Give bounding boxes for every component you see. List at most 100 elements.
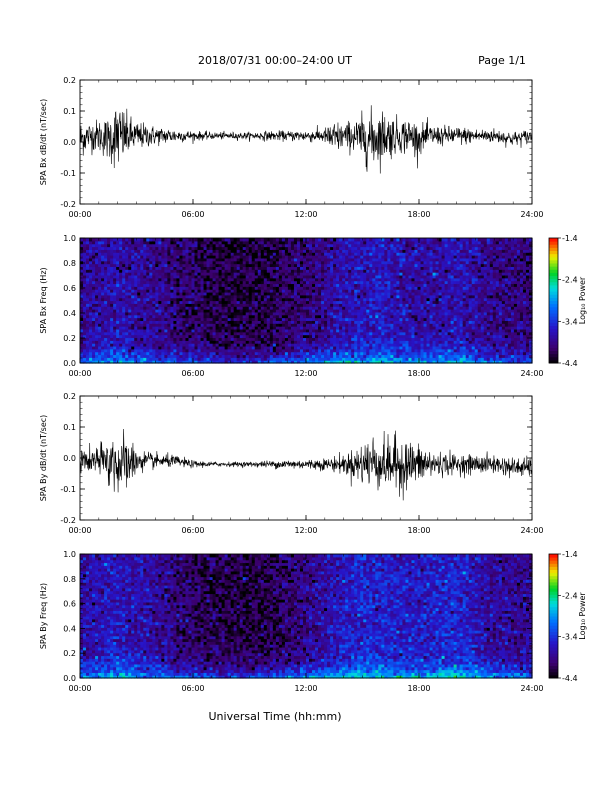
spectrogram-cell: [104, 286, 108, 290]
spectrogram-cell: [363, 255, 367, 259]
spectrogram-cell: [269, 263, 274, 268]
spectrogram-cell: [230, 272, 235, 276]
spectrogram-cell: [321, 317, 325, 321]
spectrogram-cell: [399, 249, 404, 253]
spectrogram-cell: [107, 343, 111, 347]
spectrogram-cell: [278, 323, 283, 327]
spectrogram-cell: [182, 320, 187, 324]
spectrogram-cell: [318, 357, 322, 361]
spectrogram-cell: [98, 345, 102, 350]
spectrogram-cell: [281, 328, 286, 333]
spectrogram-cell: [387, 274, 391, 279]
spectrogram-cell: [290, 348, 295, 353]
spectrogram-cell: [80, 260, 84, 265]
spectrogram-cell: [372, 289, 376, 293]
spectrogram-cell: [287, 297, 292, 302]
spectrogram-cell: [233, 277, 238, 282]
spectrogram-cell: [269, 314, 274, 319]
spectrogram-cell: [324, 255, 328, 259]
spectrogram-cell: [176, 323, 181, 327]
spectrogram-cell: [173, 274, 178, 279]
spectrogram-cell: [296, 323, 301, 327]
spectrogram-cell: [327, 340, 331, 344]
spectrogram-cell: [408, 306, 413, 310]
spectrogram-cell: [83, 337, 87, 341]
spectrogram-cell: [309, 351, 313, 356]
spectrogram-cell: [137, 345, 141, 350]
spectrogram-cell: [209, 351, 214, 356]
spectrogram-cell: [306, 252, 310, 256]
spectrogram-cell: [179, 320, 184, 324]
spectrogram-cell: [224, 252, 229, 256]
spectrogram-cell: [218, 326, 223, 330]
spectrogram-cell: [164, 303, 168, 307]
spectrogram-cell: [357, 309, 361, 313]
spectrogram-cell: [324, 280, 328, 285]
spectrogram-cell: [242, 309, 247, 313]
spectrogram-cell: [269, 243, 274, 248]
spectrogram-cell: [209, 297, 214, 302]
spectrogram-cell: [306, 334, 310, 339]
spectrogram-cell: [348, 354, 352, 358]
spectrogram-cell: [378, 246, 382, 250]
spectrogram-cell: [89, 320, 93, 324]
spectrogram-cell: [239, 255, 244, 259]
spectrogram-cell: [342, 351, 346, 356]
spectrogram-cell: [402, 280, 407, 285]
spectrogram-cell: [330, 289, 334, 293]
spectrogram-cell: [339, 294, 343, 299]
spectrogram-cell: [89, 300, 93, 304]
spectrogram-cell: [290, 320, 295, 324]
spectrogram-cell: [110, 360, 114, 364]
spectrogram-cell: [363, 345, 367, 350]
spectrogram-cell: [101, 243, 105, 248]
spectrogram-cell: [95, 297, 99, 302]
spectrogram-cell: [284, 354, 289, 358]
spectrogram-cell: [312, 240, 316, 245]
spectrogram-cell: [357, 331, 361, 336]
spectrogram-cell: [188, 246, 193, 250]
spectrogram-cell: [315, 357, 319, 361]
spectrogram-cell: [327, 272, 331, 276]
spectrogram-cell: [236, 243, 241, 248]
spectrogram-cell: [402, 314, 407, 319]
spectrogram-cell: [299, 317, 304, 321]
spectrogram-cell: [191, 283, 196, 287]
spectrogram-cell: [230, 291, 235, 296]
y-tick-label: 0.2: [63, 76, 76, 85]
spectrogram-cell: [363, 277, 367, 282]
spectrogram-cell: [119, 328, 123, 333]
spectrogram-cell: [327, 328, 331, 333]
spectrogram-cell: [239, 260, 244, 265]
spectrogram-cell: [315, 303, 319, 307]
spectrogram-cell: [381, 357, 385, 361]
spectrogram-cell: [372, 343, 376, 347]
spectrogram-cell: [348, 249, 352, 253]
spectrogram-cell: [242, 334, 247, 339]
spectrogram-cell: [293, 328, 298, 333]
spectrogram-cell: [185, 257, 190, 262]
spectrogram-cell: [278, 331, 283, 336]
spectrogram-cell: [254, 357, 259, 361]
spectrogram-cell: [80, 294, 84, 299]
spectrogram-cell: [318, 283, 322, 287]
spectrogram-cell: [146, 317, 150, 321]
spectrogram-cell: [194, 291, 199, 296]
spectrogram-cell: [221, 243, 226, 248]
spectrogram-cell: [245, 348, 250, 353]
spectrogram-cell: [95, 343, 99, 347]
spectrogram-cell: [348, 309, 352, 313]
spectrogram-cell: [309, 252, 313, 256]
spectrogram-cell: [257, 311, 262, 316]
spectrogram-cell: [218, 240, 223, 245]
spectrogram-cell: [251, 343, 256, 347]
spectrogram-cell: [155, 306, 159, 310]
spectrogram-cell: [402, 337, 407, 341]
spectrogram-cell: [384, 257, 388, 262]
spectrogram-cell: [381, 269, 385, 273]
spectrogram-cell: [206, 311, 211, 316]
spectrogram-cell: [113, 294, 117, 299]
spectrogram-cell: [336, 269, 340, 273]
spectrogram-cell: [293, 354, 298, 358]
spectrogram-cell: [101, 280, 105, 285]
